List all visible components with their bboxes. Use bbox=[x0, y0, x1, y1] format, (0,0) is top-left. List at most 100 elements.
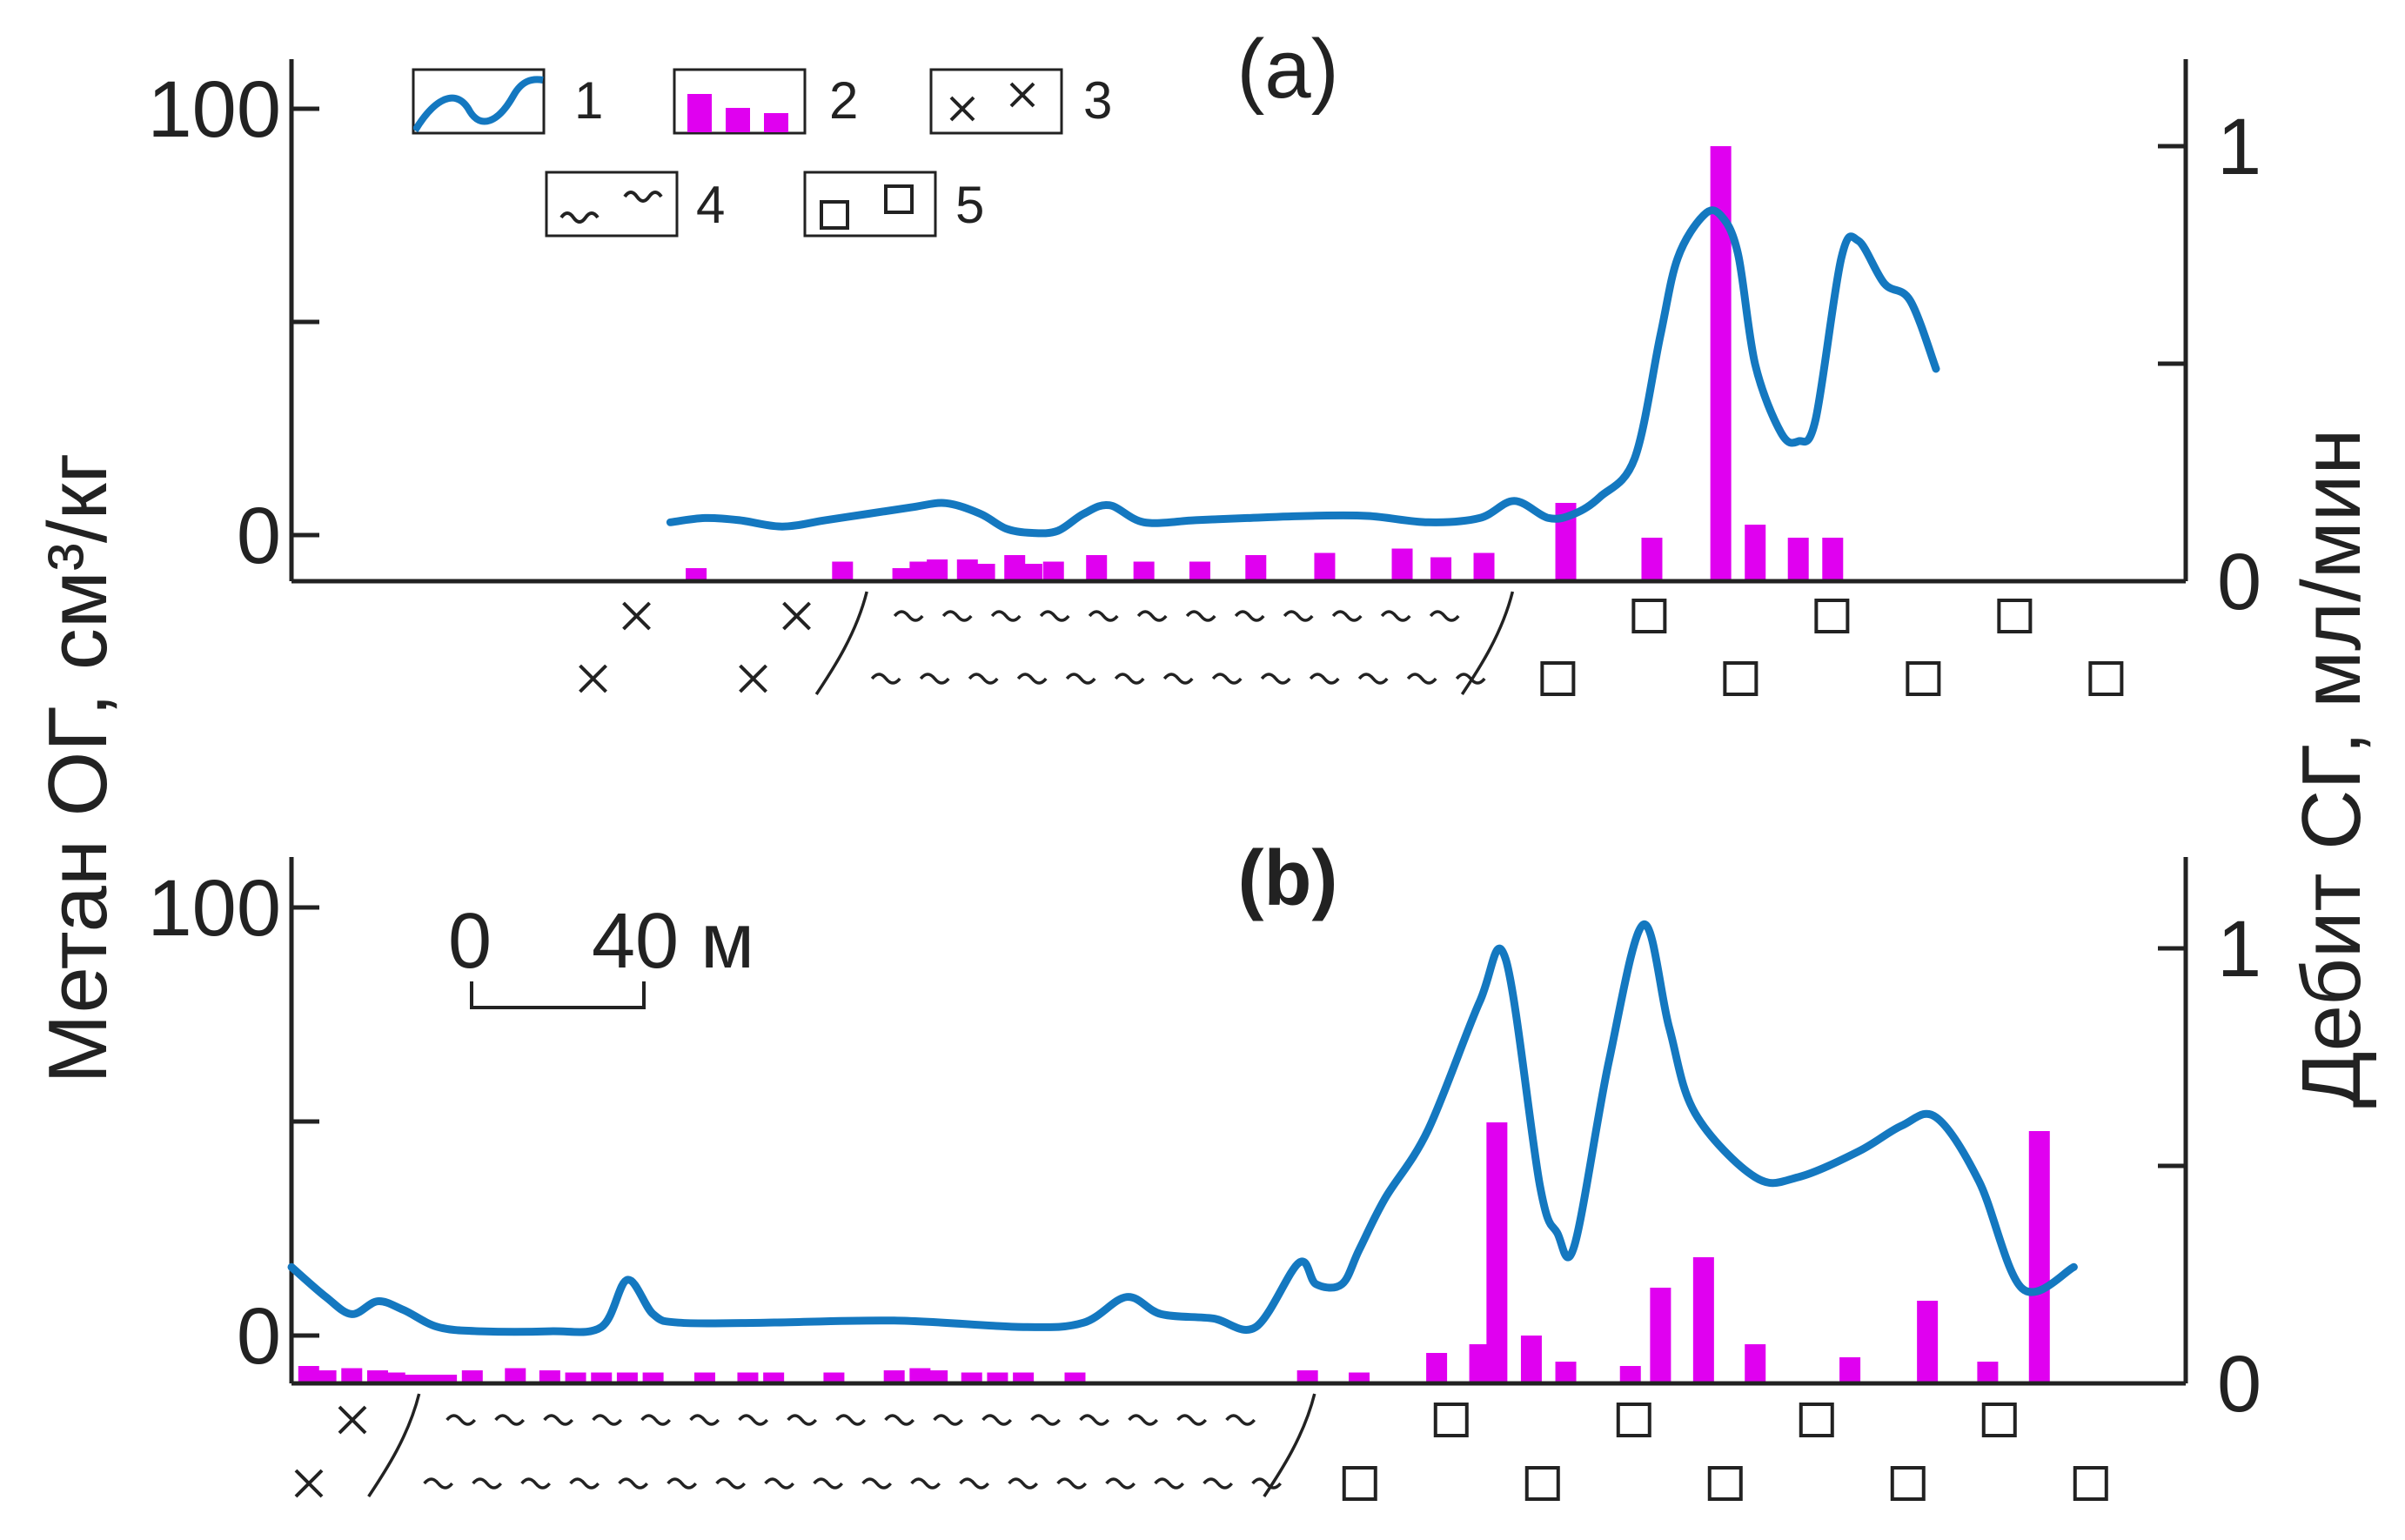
bar bbox=[1555, 1362, 1577, 1383]
wave-symbol bbox=[910, 1477, 941, 1490]
lithology-boundary bbox=[1263, 1393, 1316, 1497]
wave-symbol bbox=[1128, 1414, 1159, 1426]
wave-symbol bbox=[1088, 610, 1119, 622]
legend-waves-symbol bbox=[559, 191, 663, 224]
bar bbox=[1641, 538, 1663, 581]
wave-symbol bbox=[1202, 1477, 1234, 1490]
cross-symbol bbox=[782, 601, 811, 631]
wave-symbol bbox=[445, 1414, 477, 1426]
left-axis-tick-label: 0 bbox=[237, 492, 281, 580]
wave-symbol bbox=[1260, 673, 1291, 685]
square-symbol bbox=[1433, 1403, 1469, 1437]
legend-key-3: 3 bbox=[1083, 71, 1112, 130]
wave-symbol bbox=[1185, 610, 1216, 622]
bar bbox=[823, 1372, 845, 1383]
bar bbox=[642, 1372, 664, 1383]
wave-symbol bbox=[1331, 610, 1363, 622]
bar bbox=[591, 1372, 613, 1383]
bar bbox=[1917, 1301, 1939, 1383]
square-symbol bbox=[1799, 1403, 1834, 1437]
bar bbox=[1430, 557, 1452, 581]
legend-curve-symbol bbox=[413, 76, 544, 133]
bar bbox=[883, 1370, 905, 1383]
wave-symbol bbox=[1114, 673, 1145, 685]
left-axis-tick-label: 0 bbox=[237, 1292, 281, 1381]
wave-symbol bbox=[715, 1477, 747, 1490]
bar bbox=[1064, 1372, 1086, 1383]
bar bbox=[384, 1372, 405, 1383]
wave-symbol bbox=[569, 1477, 600, 1490]
bar bbox=[1189, 561, 1210, 581]
legend-key-4: 4 bbox=[696, 176, 725, 234]
bar bbox=[461, 1370, 483, 1383]
wave-symbol bbox=[543, 1414, 574, 1426]
bar bbox=[1314, 552, 1336, 581]
legend-item-2: 2 bbox=[673, 68, 858, 135]
bar bbox=[1133, 561, 1155, 581]
wave-symbol bbox=[1079, 1414, 1110, 1426]
square-symbol bbox=[1814, 599, 1850, 633]
bar bbox=[1042, 561, 1064, 581]
bar bbox=[616, 1372, 638, 1383]
right-axis-tick-label: 1 bbox=[2217, 103, 2261, 191]
square-symbol bbox=[1981, 1403, 2017, 1437]
wave-symbol bbox=[1357, 673, 1389, 685]
legend-item-4: 4 bbox=[545, 171, 725, 238]
panel-b: 0 100 0 1 bbox=[148, 857, 2261, 1501]
wave-symbol bbox=[884, 1414, 915, 1426]
bar bbox=[1296, 1370, 1318, 1383]
wave-symbol bbox=[1225, 1414, 1256, 1426]
wave-symbol bbox=[472, 1477, 503, 1490]
bar bbox=[505, 1368, 526, 1383]
wave-symbol bbox=[1251, 1477, 1283, 1490]
square-symbol bbox=[1890, 1466, 1926, 1501]
wave-symbol bbox=[592, 1414, 623, 1426]
wave-symbol bbox=[981, 1414, 1013, 1426]
wave-symbol bbox=[640, 1414, 672, 1426]
right-axis-tick-label: 1 bbox=[2217, 905, 2261, 994]
lithology-boundary bbox=[1460, 591, 1515, 695]
bar bbox=[686, 568, 707, 581]
square-symbol bbox=[1631, 599, 1667, 633]
bar bbox=[974, 564, 995, 581]
bar bbox=[1349, 1372, 1370, 1383]
wave-symbol bbox=[959, 1477, 990, 1490]
bar bbox=[1086, 555, 1108, 581]
left-axis-label: Метан ОГ, см³/кг bbox=[31, 452, 124, 1084]
wave-symbol bbox=[1136, 610, 1168, 622]
wave-symbol bbox=[968, 673, 999, 685]
square-symbol bbox=[1540, 661, 1576, 696]
wave-symbol bbox=[941, 610, 973, 622]
bar bbox=[1745, 1344, 1766, 1383]
wave-symbol bbox=[1380, 610, 1411, 622]
bar bbox=[892, 568, 914, 581]
wave-symbol bbox=[870, 673, 901, 685]
bar bbox=[1520, 1336, 1542, 1383]
square-symbol bbox=[1524, 1466, 1560, 1501]
left-axis-tick-label: 100 bbox=[148, 864, 282, 953]
square-symbol bbox=[2088, 661, 2124, 696]
legend-crosses-symbol bbox=[949, 82, 1035, 122]
wave-symbol bbox=[1283, 610, 1314, 622]
wave-symbol bbox=[1429, 610, 1460, 622]
right-axis-tick-label: 0 bbox=[2217, 1340, 2261, 1429]
bar bbox=[927, 559, 948, 581]
cross-symbol bbox=[622, 601, 651, 631]
bar bbox=[909, 1368, 931, 1383]
wave-symbol bbox=[919, 673, 950, 685]
wave-symbol bbox=[1234, 610, 1265, 622]
bar bbox=[1245, 555, 1267, 581]
bar bbox=[565, 1372, 586, 1383]
bar bbox=[2028, 1131, 2050, 1383]
wave-symbol bbox=[813, 1477, 844, 1490]
square-symbol bbox=[2073, 1466, 2108, 1501]
bar bbox=[1745, 525, 1766, 581]
bar bbox=[1426, 1353, 1448, 1383]
wave-symbol bbox=[893, 610, 924, 622]
bar bbox=[1022, 564, 1043, 581]
lithology-boundary bbox=[367, 1393, 421, 1497]
wave-symbol bbox=[738, 1414, 769, 1426]
wave-symbol bbox=[835, 1414, 867, 1426]
scale-bar-start-label: 0 bbox=[448, 898, 492, 985]
